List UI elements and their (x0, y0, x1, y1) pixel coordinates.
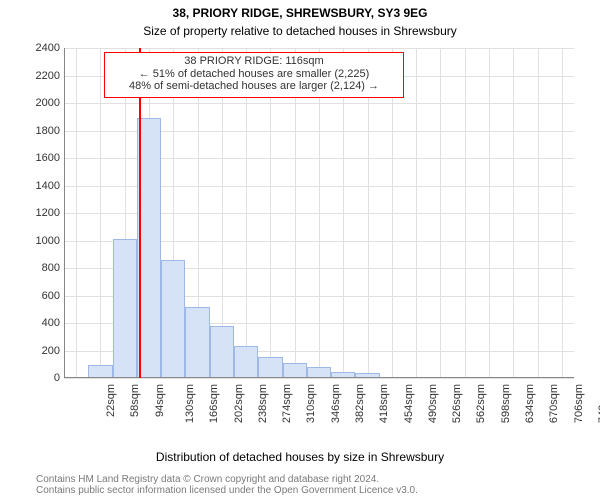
y-tick-label: 2200 (20, 70, 60, 82)
y-tick-label: 1000 (20, 235, 60, 247)
y-tick-label: 1800 (20, 125, 60, 137)
histogram-bar (113, 239, 137, 378)
x-tick-label: 130sqm (184, 384, 196, 423)
x-tick-label: 670sqm (548, 384, 560, 423)
annotation-line-1: 38 PRIORY RIDGE: 116sqm (109, 55, 399, 68)
gridline-vertical (538, 48, 539, 378)
x-tick-label: 346sqm (330, 384, 342, 423)
y-tick-label: 800 (20, 262, 60, 274)
footer-line-2: Contains public sector information licen… (36, 485, 418, 496)
x-tick-label: 58sqm (129, 384, 141, 417)
gridline-vertical (76, 48, 77, 378)
histogram-bar (234, 346, 258, 378)
gridline-vertical (100, 48, 101, 378)
marker-annotation: 38 PRIORY RIDGE: 116sqm ← 51% of detache… (104, 52, 404, 98)
histogram-bar (185, 307, 209, 379)
y-tick-label: 400 (20, 317, 60, 329)
x-tick-label: 418sqm (378, 384, 390, 423)
x-tick-label: 634sqm (524, 384, 536, 423)
x-tick-label: 94sqm (154, 384, 166, 417)
histogram-bar (283, 363, 307, 378)
x-tick-label: 598sqm (500, 384, 512, 423)
gridline-vertical (513, 48, 514, 378)
footer-line-1: Contains HM Land Registry data © Crown c… (36, 474, 418, 485)
y-tick-label: 200 (20, 345, 60, 357)
gridline-vertical (465, 48, 466, 378)
x-tick-label: 382sqm (354, 384, 366, 423)
y-tick-label: 2000 (20, 97, 60, 109)
x-tick-label: 526sqm (451, 384, 463, 423)
histogram-bar (258, 357, 282, 378)
x-tick-label: 22sqm (105, 384, 117, 417)
y-tick-label: 1200 (20, 207, 60, 219)
y-axis (64, 48, 65, 378)
gridline-vertical (440, 48, 441, 378)
gridline-horizontal (64, 378, 574, 379)
x-tick-label: 562sqm (476, 384, 488, 423)
x-tick-label: 490sqm (427, 384, 439, 423)
y-tick-label: 1400 (20, 180, 60, 192)
x-tick-label: 274sqm (281, 384, 293, 423)
y-tick-label: 1600 (20, 152, 60, 164)
x-tick-label: 310sqm (306, 384, 318, 423)
gridline-vertical (489, 48, 490, 378)
x-tick-label: 238sqm (257, 384, 269, 423)
annotation-line-3: 48% of semi-detached houses are larger (… (109, 80, 399, 93)
histogram-bar (210, 326, 234, 378)
chart-title-line2: Size of property relative to detached ho… (0, 24, 600, 38)
gridline-vertical (416, 48, 417, 378)
x-tick-label: 166sqm (208, 384, 220, 423)
y-tick-label: 600 (20, 290, 60, 302)
annotation-line-2: ← 51% of detached houses are smaller (2,… (109, 68, 399, 81)
x-tick-label: 454sqm (403, 384, 415, 423)
x-axis-label: Distribution of detached houses by size … (0, 450, 600, 464)
gridline-vertical (562, 48, 563, 378)
footer-attribution: Contains HM Land Registry data © Crown c… (36, 474, 418, 496)
histogram-bar (161, 260, 185, 378)
x-tick-label: 706sqm (573, 384, 585, 423)
y-tick-label: 0 (20, 372, 60, 384)
x-tick-label: 202sqm (233, 384, 245, 423)
chart-title-line1: 38, PRIORY RIDGE, SHREWSBURY, SY3 9EG (0, 6, 600, 20)
y-tick-label: 2400 (20, 42, 60, 54)
